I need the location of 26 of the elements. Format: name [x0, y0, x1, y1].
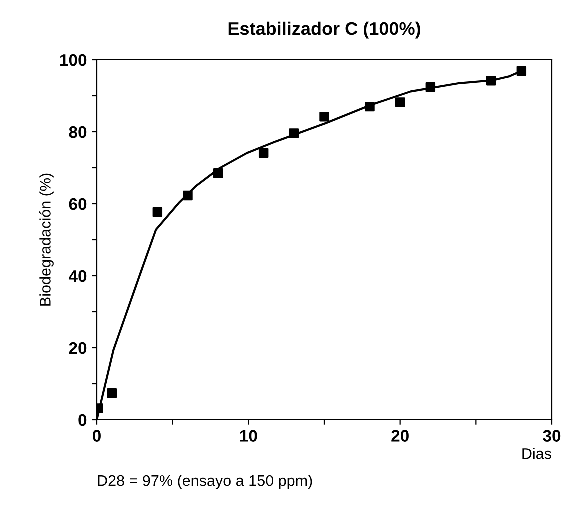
point: [107, 388, 118, 398]
y-tick-label: 40: [68, 270, 87, 282]
point: [426, 82, 436, 92]
point: [365, 102, 375, 112]
x-tick-label: 0: [93, 430, 101, 442]
point: [258, 148, 269, 158]
chart-title: Estabilizador C (100%): [228, 22, 420, 39]
y-tick-label: 100: [60, 54, 87, 66]
text: D28 = 97% (ensayo a 150 ppm): [98, 475, 312, 490]
y-tick-label: 20: [69, 342, 87, 354]
x-axis-title: Dias: [522, 448, 552, 460]
point: [395, 98, 406, 108]
point: [320, 112, 330, 122]
x-tick-label: 30: [543, 430, 561, 442]
y-tick-label: 60: [69, 198, 87, 210]
x-tick-label: 10: [240, 430, 258, 442]
point: [486, 76, 496, 86]
y-tick-label: 0: [78, 414, 87, 426]
point: [152, 207, 163, 218]
point: [183, 190, 193, 201]
point: [516, 66, 527, 76]
x-tick-label: 20: [392, 430, 409, 442]
y-tick-label: 80: [69, 126, 87, 138]
point: [289, 128, 300, 138]
point: [213, 168, 224, 178]
y-axis-title: Biodegradación (%): [39, 174, 54, 306]
